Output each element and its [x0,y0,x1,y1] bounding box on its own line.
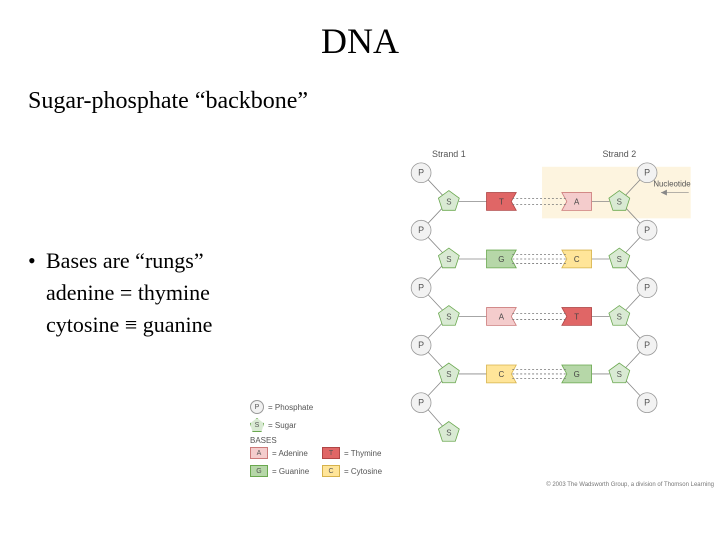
strand1-label: Strand 1 [432,149,466,159]
svg-text:C: C [499,370,505,379]
svg-text:T: T [499,197,504,206]
svg-text:A: A [499,312,505,321]
svg-text:T: T [574,312,579,321]
subtitle: Sugar-phosphate “backbone” [28,88,308,115]
svg-text:P: P [644,340,650,350]
phosphate-icon: P [637,335,657,355]
svg-text:S: S [617,370,622,379]
svg-text:S: S [446,370,451,379]
base-C: C [487,365,517,383]
svg-text:S: S [617,255,622,264]
base-T: T [562,308,592,326]
dna-diagram: Strand 1Strand 2NucleotidePPSSTAPPSSGCPP… [390,145,698,480]
legend-adenine: A= Adenine [250,447,316,459]
bullet-list: • Bases are “rungs” adenine = thymine cy… [28,245,212,341]
svg-text:P: P [644,398,650,408]
phosphate-icon: P [637,393,657,413]
base-G: G [562,365,592,383]
bullet-line-1: Bases are “rungs” [46,245,212,277]
svg-text:S: S [617,312,622,321]
svg-text:A: A [574,197,580,206]
svg-text:P: P [418,225,424,235]
svg-text:S: S [446,428,451,437]
base-G: G [487,250,517,268]
bullet-line-3: cytosine ≡ guanine [46,309,212,341]
nucleotide-label: Nucleotide [653,180,691,189]
svg-text:S: S [617,197,622,206]
svg-text:P: P [644,283,650,293]
svg-text:C: C [574,255,580,264]
bullet-dot: • [28,245,46,277]
svg-text:P: P [418,283,424,293]
legend-sugar: S= Sugar [250,418,388,432]
svg-text:G: G [574,370,580,379]
svg-text:P: P [418,398,424,408]
legend-cytosine: C= Cytosine [322,465,388,477]
legend-thymine: T= Thymine [322,447,388,459]
svg-text:P: P [644,168,650,178]
legend-phosphate: P= Phosphate [250,400,388,414]
strand2-label: Strand 2 [602,149,636,159]
svg-text:P: P [644,225,650,235]
page-title: DNA [0,20,720,62]
copyright-text: © 2003 The Wadsworth Group, a division o… [546,482,714,488]
bullet-line-2: adenine = thymine [46,277,212,309]
legend-bases-title: BASES [250,436,388,445]
svg-text:S: S [446,255,451,264]
legend-guanine: G= Guanine [250,465,316,477]
base-A: A [487,308,517,326]
diagram-legend: P= Phosphate S= Sugar BASES A= Adenine T= Th… [250,400,388,481]
svg-text:S: S [446,197,451,206]
base-C: C [562,250,592,268]
svg-text:G: G [498,255,504,264]
base-T: T [487,193,517,211]
svg-text:P: P [418,168,424,178]
svg-text:P: P [418,340,424,350]
svg-text:S: S [446,312,451,321]
